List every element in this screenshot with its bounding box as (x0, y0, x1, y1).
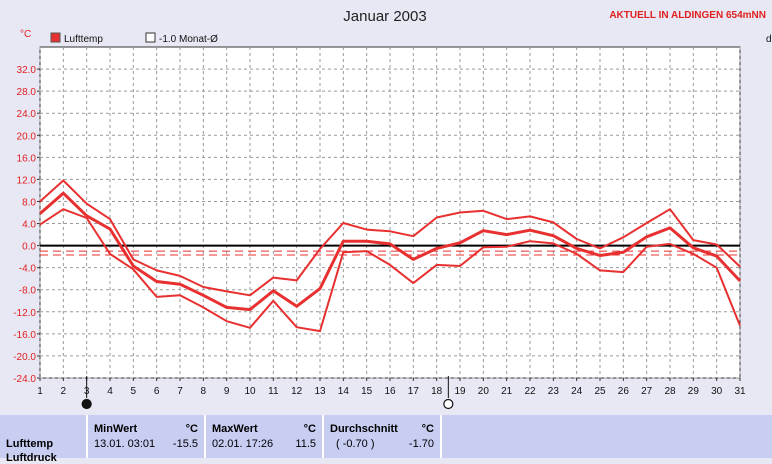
x-tick-label: 22 (524, 386, 536, 397)
x-tick-label: 10 (244, 386, 256, 397)
x-tick-label: 8 (201, 386, 207, 397)
min-datetime: 13.01. 03:01 (94, 438, 156, 450)
stats-max: MaxWert °C 02.01. 17:26 11.5 (206, 415, 322, 458)
avg-value: -1.70 (408, 438, 434, 450)
series-lines (39, 179, 742, 333)
stats-separator (322, 415, 324, 458)
stats-row-label-2: Luftdruck (6, 452, 57, 464)
x-tick-label: 7 (177, 386, 183, 397)
legend-swatch-monat (145, 32, 156, 43)
stats-min: MinWert °C 13.01. 03:01 -15.5 (88, 415, 204, 458)
stats-separator (204, 415, 206, 458)
y-axis-unit: °C (20, 29, 31, 40)
x-tick-label: 9 (224, 386, 230, 397)
y-tick-label: -8.0 (19, 286, 37, 297)
x-tick-label: 21 (501, 386, 513, 397)
stats-panel: Lufttemp Luftdruck MinWert °C 13.01. 03:… (0, 415, 772, 464)
avg-header: Durchschnitt (330, 423, 398, 435)
y-tick-label: -16.0 (13, 330, 36, 341)
x-tick-label: 2 (61, 386, 67, 397)
x-tick-label: 15 (361, 386, 373, 397)
stats-row-labels: Lufttemp Luftdruck (0, 415, 86, 464)
legend-label-lufttemp: Lufttemp (64, 34, 103, 45)
avg-paren: ( -0.70 ) (336, 438, 375, 450)
y-tick-label: -12.0 (13, 308, 36, 319)
avg-unit: °C (421, 423, 434, 435)
series-line-2 (39, 191, 742, 312)
x-tick-label: 30 (711, 386, 723, 397)
y-tick-label: 24.0 (17, 109, 37, 120)
x-tick-label: 23 (548, 386, 560, 397)
y-tick-label: -4.0 (19, 264, 37, 275)
y-tick-label: 32.0 (17, 65, 37, 76)
x-tick-label: 16 (384, 386, 396, 397)
x-tick-label: 4 (107, 386, 113, 397)
x-tick-label: 26 (618, 386, 630, 397)
y-tick-label: 8.0 (22, 197, 36, 208)
series-line-1 (39, 179, 741, 297)
x-tick-label: 27 (641, 386, 653, 397)
moon-full-icon (443, 398, 454, 410)
y-tick-label: -24.0 (13, 374, 36, 385)
x-tick-label: 19 (454, 386, 466, 397)
y-tick-label: 4.0 (22, 220, 36, 231)
y-tick-label: 0.0 (22, 242, 36, 253)
y-tick-label: 12.0 (17, 175, 37, 186)
min-value: -15.5 (172, 438, 198, 450)
x-tick-label: 18 (431, 386, 443, 397)
grid (37, 47, 741, 381)
legend-label-monat: -1.0 Monat-Ø (159, 34, 218, 45)
x-tick-label: 24 (571, 386, 583, 397)
x-tick-label: 17 (408, 386, 420, 397)
chart-title: Januar 2003 (343, 8, 426, 25)
right-edge-label: d (766, 34, 772, 45)
min-header: MinWert (94, 423, 138, 435)
day-markers (81, 376, 454, 410)
x-tick-label: 25 (594, 386, 606, 397)
x-axis-labels: 1234567891011121314151617181920212223242… (37, 386, 746, 397)
x-tick-label: 13 (314, 386, 326, 397)
moon-new-icon (81, 398, 92, 410)
stats-avg: Durchschnitt °C ( -0.70 ) -1.70 (324, 415, 440, 458)
stats-separator (86, 415, 88, 458)
station-label: AKTUELL IN ALDINGEN 654mNN (609, 10, 766, 21)
x-tick-label: 28 (664, 386, 676, 397)
stats-separator (440, 415, 442, 458)
max-value: 11.5 (295, 438, 316, 450)
min-unit: °C (185, 423, 198, 435)
x-tick-label: 1 (37, 386, 43, 397)
max-datetime: 02.01. 17:26 (212, 438, 274, 450)
x-tick-label: 11 (268, 386, 279, 397)
legend: Lufttemp -1.0 Monat-Ø (50, 32, 218, 45)
stats-row-label: Lufttemp (6, 438, 54, 450)
legend-swatch-lufttemp (50, 32, 61, 43)
max-header: MaxWert (212, 423, 258, 435)
y-tick-label: 20.0 (17, 131, 37, 142)
x-tick-label: 29 (688, 386, 700, 397)
max-unit: °C (303, 423, 316, 435)
x-tick-label: 5 (131, 386, 137, 397)
temperature-chart: Januar 2003 AKTUELL IN ALDINGEN 654mNN °… (13, 8, 772, 410)
x-tick-label: 6 (154, 386, 160, 397)
y-tick-label: -20.0 (13, 352, 36, 363)
series-line-3 (39, 208, 741, 333)
y-tick-label: 16.0 (17, 153, 37, 164)
y-axis-labels: 32.0 28.0 24.0 20.0 16.0 12.0 8.0 4.0 0.0 -4.0 -8.… (13, 65, 36, 385)
x-tick-label: 12 (291, 386, 303, 397)
x-tick-label: 14 (338, 386, 350, 397)
y-tick-label: 28.0 (17, 87, 37, 98)
x-tick-label: 20 (478, 386, 490, 397)
x-tick-label: 31 (734, 386, 746, 397)
